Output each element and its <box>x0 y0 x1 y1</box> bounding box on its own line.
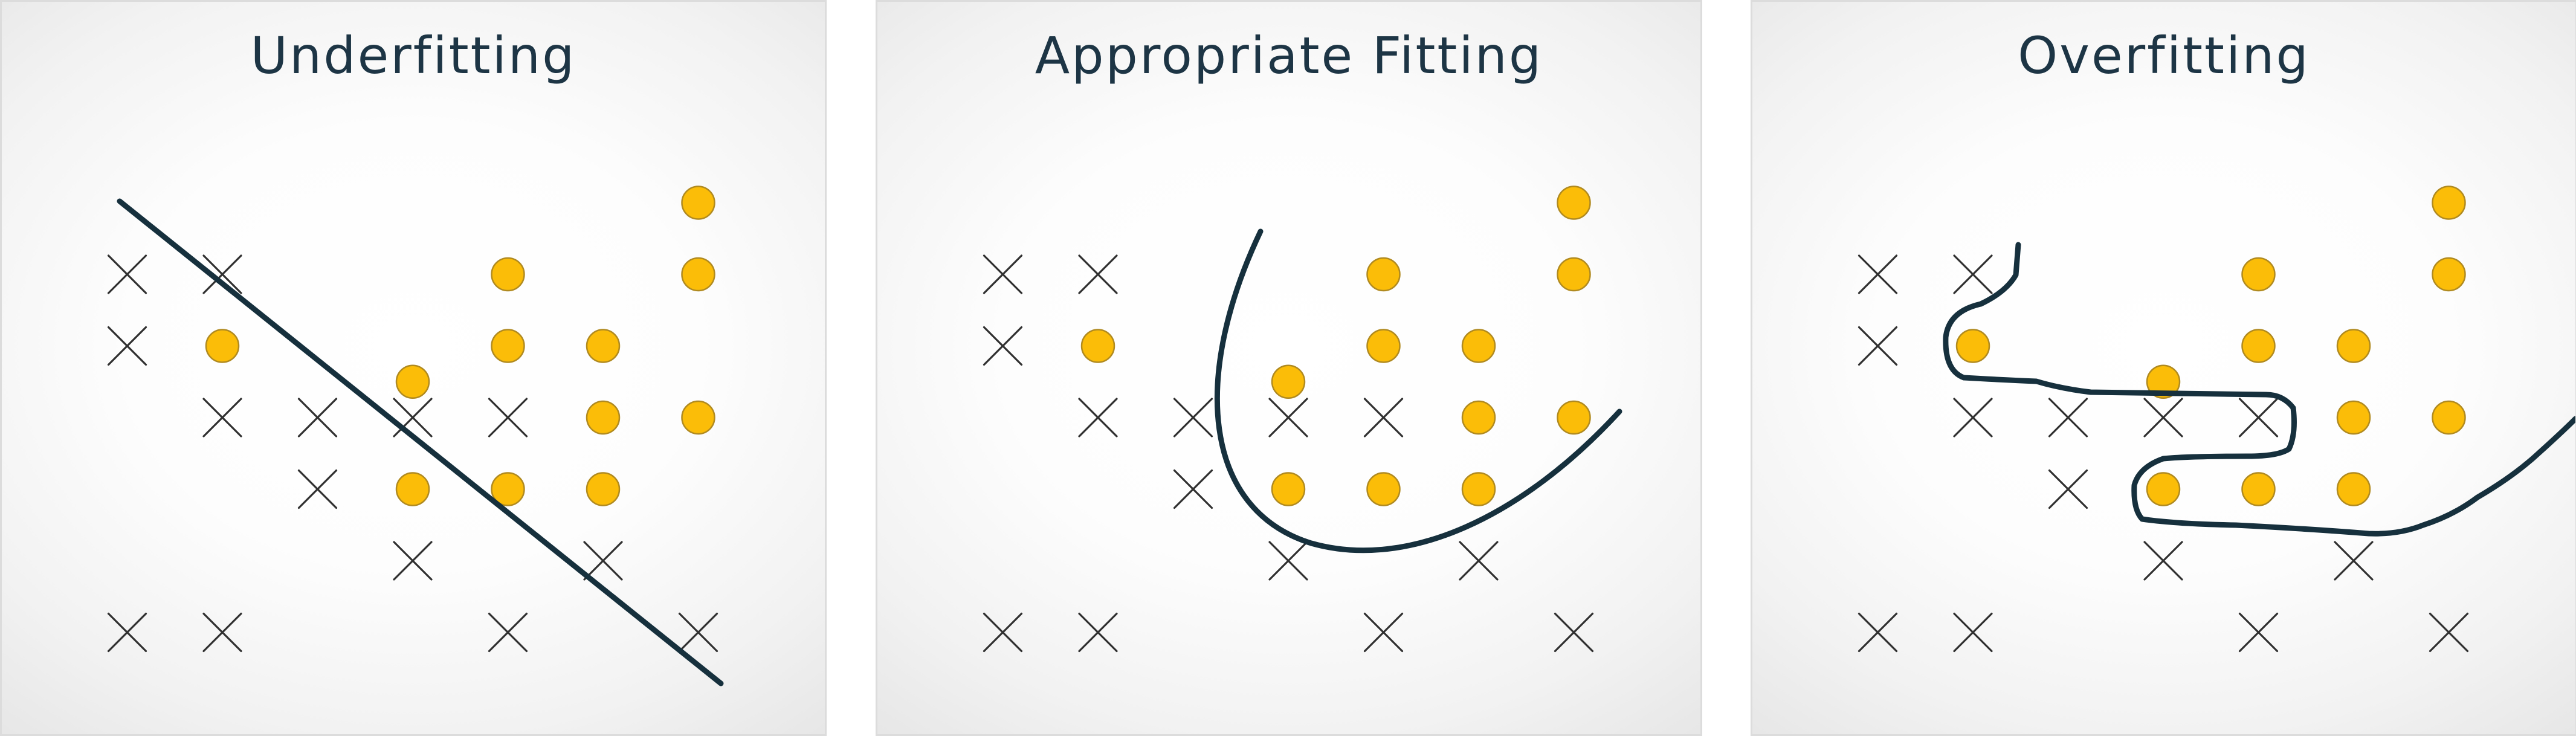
filled-circle-icon <box>2241 329 2276 363</box>
x-cross-icon <box>983 612 1023 653</box>
x-cross-icon <box>1173 398 1213 437</box>
x-cross-icon <box>488 612 528 653</box>
x-cross-icon <box>2143 541 2183 581</box>
panel-underfitting: Underfitting <box>0 0 827 736</box>
filled-circle-icon <box>1557 400 1591 435</box>
x-cross-icon <box>1953 254 1993 294</box>
filled-circle-icon <box>586 472 621 506</box>
scatter-plot-underfitting <box>107 186 724 686</box>
x-cross-icon <box>1363 612 1404 653</box>
filled-circle-icon <box>1461 472 1496 506</box>
x-cross-icon <box>1459 541 1499 581</box>
x-cross-icon <box>1363 398 1404 437</box>
filled-circle-icon <box>2336 472 2371 506</box>
panel-appropriate-fitting: Appropriate Fitting <box>876 0 1702 736</box>
x-cross-icon <box>1953 398 1993 437</box>
filled-circle-icon <box>205 329 240 363</box>
filled-circle-icon <box>1366 472 1401 506</box>
filled-circle-icon <box>2146 364 2181 399</box>
x-cross-icon <box>1953 612 1993 653</box>
x-cross-icon <box>2238 612 2279 653</box>
filled-circle-icon <box>2241 472 2276 506</box>
panel-title: Overfitting <box>2018 26 2310 85</box>
filled-circle-icon <box>586 329 621 363</box>
filled-circle-icon <box>1557 186 1591 220</box>
filled-circle-icon <box>1461 329 1496 363</box>
filled-circle-icon <box>681 257 715 292</box>
x-cross-icon <box>107 254 147 294</box>
filled-circle-icon <box>1557 257 1591 292</box>
x-cross-icon <box>1078 398 1118 437</box>
filled-circle-icon <box>395 364 430 399</box>
x-cross-icon <box>1858 612 1898 653</box>
x-cross-icon <box>107 612 147 653</box>
filled-circle-icon <box>1080 329 1115 363</box>
filled-circle-icon <box>1271 364 1306 399</box>
x-cross-icon <box>1858 326 1898 366</box>
panel-title: Appropriate Fitting <box>1035 26 1543 85</box>
filled-circle-icon <box>2336 400 2371 435</box>
filled-circle-icon <box>491 257 525 292</box>
sample-points <box>107 186 718 653</box>
decision-boundary-curve <box>1214 228 1622 554</box>
x-cross-icon <box>1268 541 1308 581</box>
x-cross-icon <box>2429 612 2469 653</box>
x-cross-icon <box>107 326 147 366</box>
x-cross-icon <box>2334 541 2374 581</box>
filled-circle-icon <box>491 329 525 363</box>
panel-title: Underfitting <box>250 26 576 85</box>
x-cross-icon <box>202 398 242 437</box>
filled-circle-icon <box>586 400 621 435</box>
filled-circle-icon <box>491 472 525 506</box>
filled-circle-icon <box>2146 472 2181 506</box>
x-cross-icon <box>1078 612 1118 653</box>
x-cross-icon <box>393 398 433 437</box>
filled-circle-icon <box>1366 329 1401 363</box>
filled-circle-icon <box>1955 329 1990 363</box>
x-cross-icon <box>202 612 242 653</box>
scatter-plot-appropriate-fitting <box>983 186 1622 653</box>
filled-circle-icon <box>2432 400 2466 435</box>
x-cross-icon <box>1173 469 1213 509</box>
x-cross-icon <box>1858 254 1898 294</box>
x-cross-icon <box>202 254 242 294</box>
x-cross-icon <box>297 469 338 509</box>
filled-circle-icon <box>395 472 430 506</box>
x-cross-icon <box>1078 254 1118 294</box>
x-cross-icon <box>2048 469 2088 509</box>
panel-overfitting: Overfitting <box>1751 0 2576 736</box>
filled-circle-icon <box>1461 400 1496 435</box>
x-cross-icon <box>1268 398 1308 437</box>
x-cross-icon <box>678 612 718 653</box>
x-cross-icon <box>583 541 623 581</box>
x-cross-icon <box>393 541 433 581</box>
x-cross-icon <box>983 254 1023 294</box>
decision-boundary-line <box>117 198 724 686</box>
filled-circle-icon <box>1271 472 1306 506</box>
x-cross-icon <box>488 398 528 437</box>
x-cross-icon <box>297 398 338 437</box>
x-cross-icon <box>983 326 1023 366</box>
filled-circle-icon <box>2336 329 2371 363</box>
decision-boundary-wiggly-curve <box>1943 242 2575 537</box>
sample-points <box>1858 186 2469 653</box>
filled-circle-icon <box>681 186 715 220</box>
filled-circle-icon <box>1366 257 1401 292</box>
filled-circle-icon <box>2432 257 2466 292</box>
filled-circle-icon <box>2432 186 2466 220</box>
x-cross-icon <box>2048 398 2088 437</box>
x-cross-icon <box>2238 398 2279 437</box>
filled-circle-icon <box>681 400 715 435</box>
x-cross-icon <box>1554 612 1594 653</box>
sample-points <box>983 186 1594 653</box>
x-cross-icon <box>2143 398 2183 437</box>
scatter-plot-overfitting <box>1858 186 2575 653</box>
filled-circle-icon <box>2241 257 2276 292</box>
